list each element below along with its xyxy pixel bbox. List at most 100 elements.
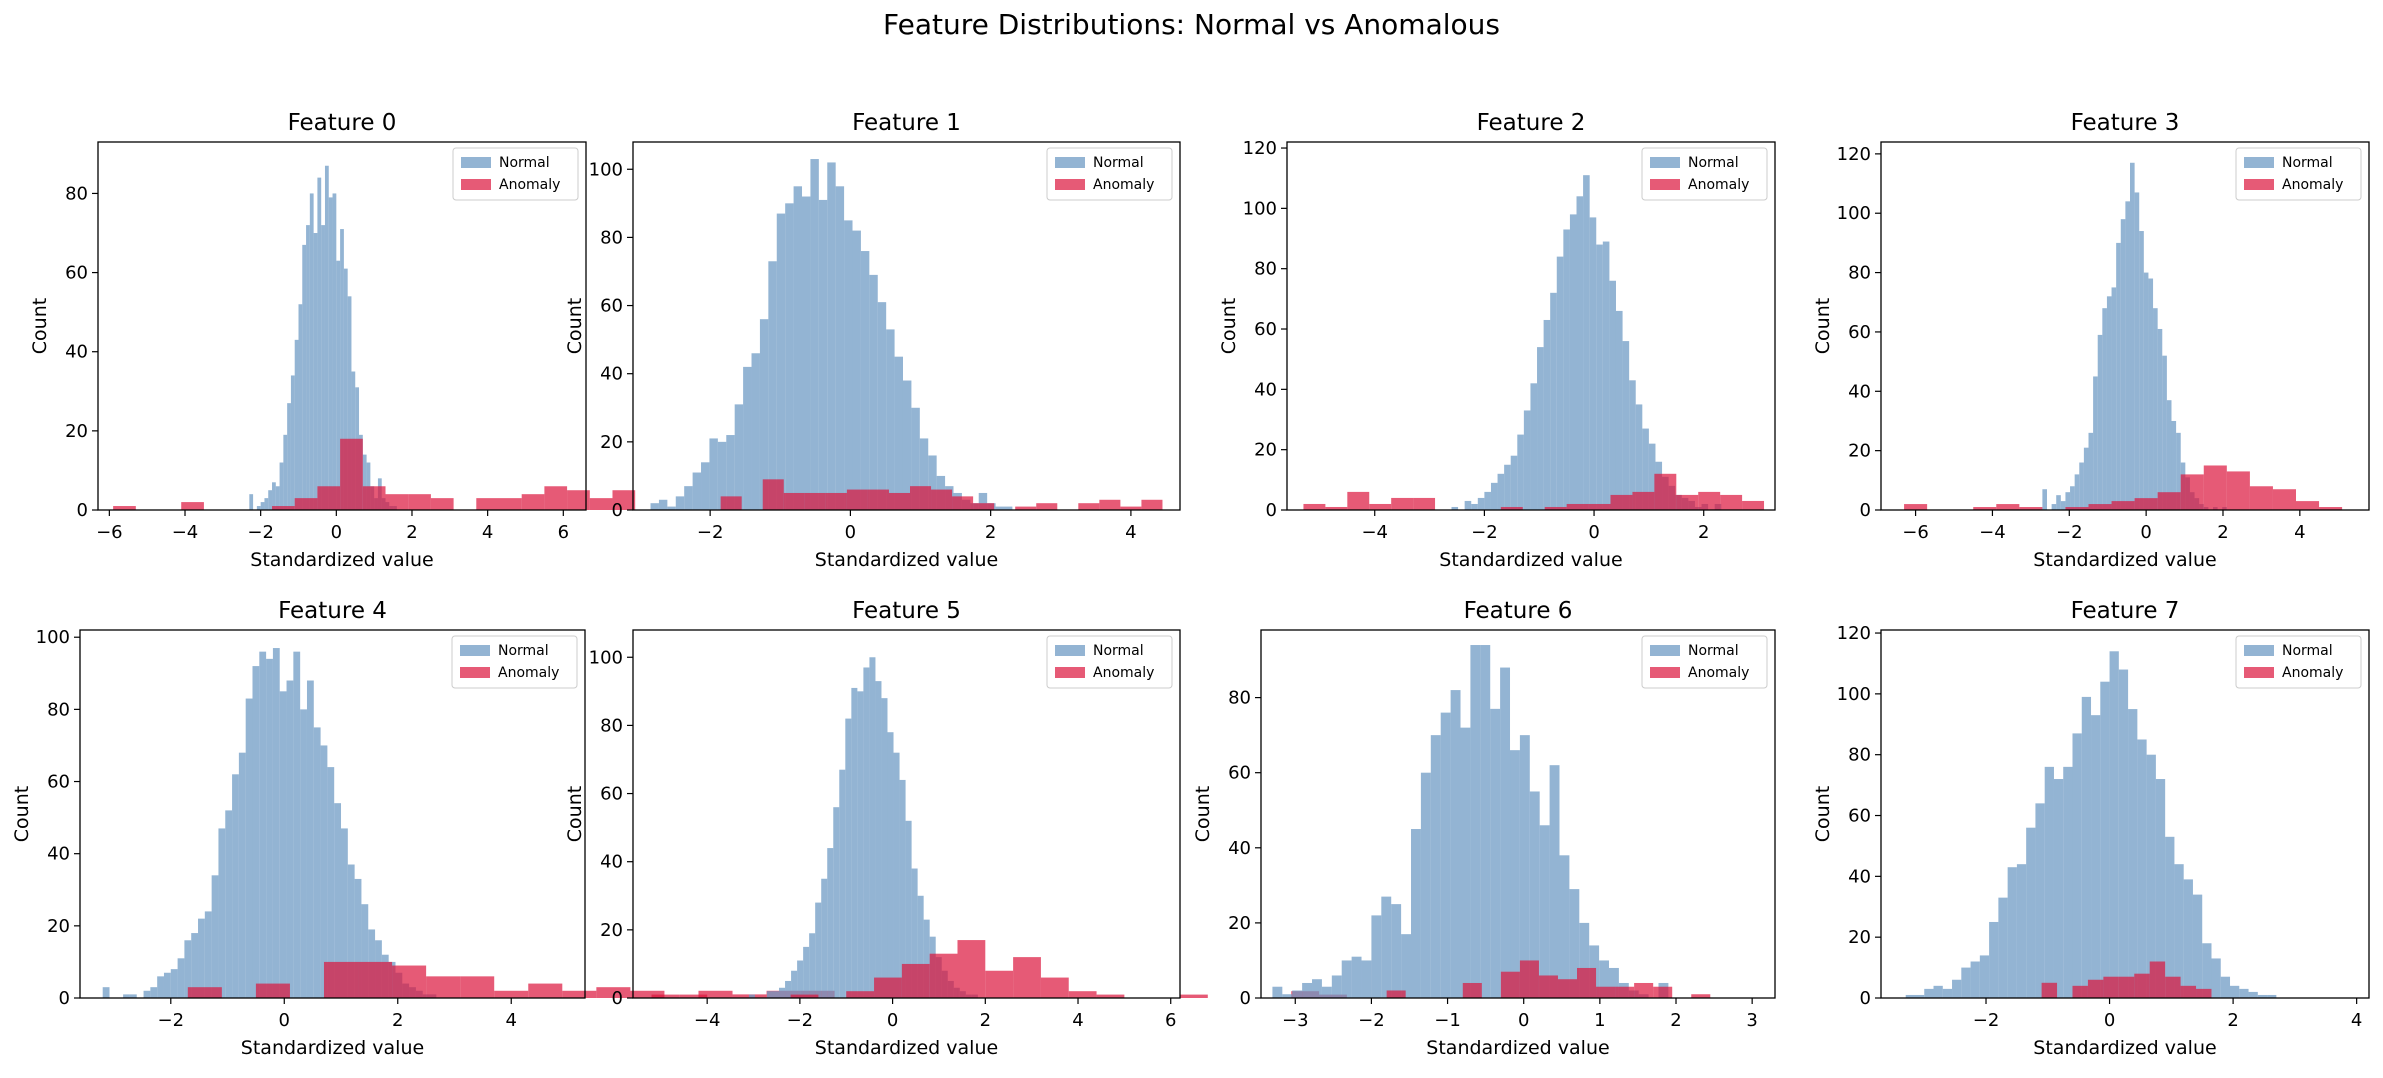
anomaly-bar xyxy=(2196,988,2212,998)
normal-bar xyxy=(2134,192,2140,510)
y-axis-label: Count xyxy=(1812,786,1834,842)
axes-frame xyxy=(1286,141,1776,511)
normal-bar xyxy=(827,848,834,998)
normal-bar xyxy=(759,319,769,510)
normal-bar xyxy=(266,658,273,998)
anomaly-bar xyxy=(1973,507,1997,510)
x-tick-label: 0 xyxy=(2140,522,2151,543)
anomaly-bar xyxy=(1078,503,1100,510)
anomaly-bar xyxy=(901,963,930,998)
anomaly-bar xyxy=(1015,506,1037,510)
normal-bar xyxy=(290,375,295,510)
x-tick-label: 2 xyxy=(980,1010,991,1031)
normal-bar xyxy=(2102,308,2107,510)
normal-bar xyxy=(881,698,888,998)
normal-bar xyxy=(361,904,369,998)
legend-label: Anomaly xyxy=(498,665,559,681)
anomaly-bar xyxy=(528,983,563,998)
normal-bar xyxy=(1470,645,1481,998)
normal-bar xyxy=(2093,376,2098,510)
normal-bar xyxy=(2007,867,2017,998)
y-tick-label: 120 xyxy=(1243,138,1277,159)
axes-frame xyxy=(97,141,587,511)
normal-bar xyxy=(2063,766,2073,998)
legend-swatch xyxy=(1650,179,1680,190)
normal-bar xyxy=(1321,986,1332,998)
normal-bar xyxy=(279,691,287,998)
normal-bar xyxy=(2192,894,2203,998)
normal-bar xyxy=(701,462,710,510)
normal-bar xyxy=(1497,473,1505,510)
y-tick-label: 40 xyxy=(600,852,623,873)
anomaly-bar xyxy=(957,940,986,998)
normal-bar xyxy=(844,220,853,510)
y-tick-label: 80 xyxy=(600,227,623,248)
normal-bar xyxy=(388,961,396,998)
normal-bar xyxy=(2257,994,2268,998)
normal-bar xyxy=(1312,979,1322,998)
normal-bar xyxy=(302,244,307,510)
anomaly-bar xyxy=(720,496,742,510)
normal-bar xyxy=(886,329,895,510)
legend-label: Anomaly xyxy=(499,177,560,193)
anomaly-bar xyxy=(2019,507,2043,510)
legend: Normal Anomaly xyxy=(2235,635,2362,689)
anomaly-bar xyxy=(1996,504,2020,510)
y-tick-label: 120 xyxy=(1837,623,1871,644)
y-tick-label: 0 xyxy=(1860,500,1871,521)
y-tick-label: 60 xyxy=(600,784,623,805)
normal-bar xyxy=(852,230,861,510)
x-tick-label: 1 xyxy=(1594,1010,1605,1031)
x-tick-label: 0 xyxy=(1518,1010,1529,1031)
anomaly-bar xyxy=(544,486,568,510)
legend-swatch xyxy=(461,157,491,168)
normal-bar xyxy=(809,933,816,998)
anomaly-bar xyxy=(2087,979,2104,998)
normal-bar xyxy=(1519,735,1530,998)
normal-bar xyxy=(1500,667,1511,998)
anomaly-bar xyxy=(1347,491,1370,510)
axes-frame xyxy=(79,629,586,999)
normal-bar xyxy=(839,769,846,998)
normal-bar xyxy=(2148,278,2154,510)
anomaly-bar xyxy=(783,492,805,510)
subplot-title: Feature 4 xyxy=(278,598,387,624)
normal-bar xyxy=(341,828,348,998)
y-tick-label: 60 xyxy=(1848,322,1871,343)
normal-bar xyxy=(650,503,659,510)
anomaly-bar xyxy=(931,489,953,510)
anomaly-bar xyxy=(2180,985,2197,998)
normal-bar xyxy=(1629,380,1636,510)
normal-bar xyxy=(772,991,780,998)
x-tick-label: −2 xyxy=(247,522,274,543)
normal-bar xyxy=(818,199,828,510)
normal-bar xyxy=(675,496,685,510)
normal-bar xyxy=(211,875,219,998)
y-axis-label: Count xyxy=(1218,298,1240,354)
anomaly-bar xyxy=(973,503,995,510)
normal-bar xyxy=(1602,241,1610,511)
normal-bar xyxy=(362,454,367,510)
normal-bar xyxy=(150,987,158,998)
normal-bar xyxy=(875,681,882,998)
y-tick-label: 20 xyxy=(1228,913,1251,934)
normal-bar xyxy=(102,987,110,998)
normal-bar xyxy=(1331,975,1342,998)
normal-bar xyxy=(336,260,341,510)
normal-bar xyxy=(2016,864,2027,998)
anomaly-bar xyxy=(2157,492,2181,510)
normal-bar xyxy=(163,972,171,998)
legend-swatch xyxy=(461,179,491,190)
normal-bar xyxy=(726,435,735,510)
normal-bar xyxy=(306,680,314,998)
figure-title: Feature Distributions: Normal vs Anomalo… xyxy=(883,8,1500,41)
x-tick-label: 4 xyxy=(482,522,493,543)
x-tick-label: 0 xyxy=(887,1010,898,1031)
normal-bar xyxy=(766,991,773,998)
x-tick-label: 4 xyxy=(1125,522,1136,543)
y-tick-label: 60 xyxy=(47,772,70,793)
normal-bar xyxy=(860,251,870,511)
normal-bar xyxy=(877,302,887,510)
